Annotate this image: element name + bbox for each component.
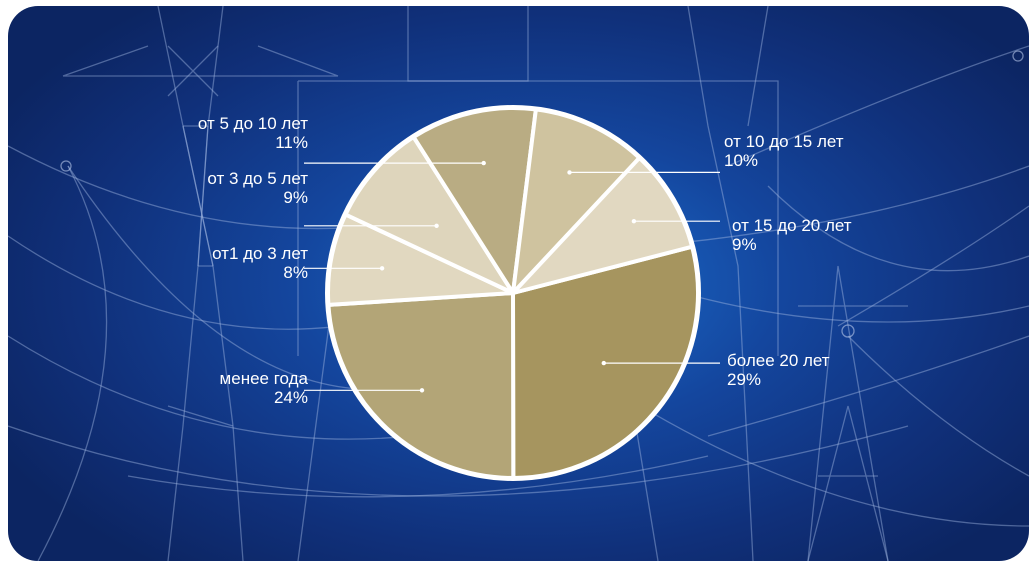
label-under-1: менее года 24% [156, 369, 308, 407]
label-10-15-value: 10% [724, 151, 759, 170]
label-1-3: от1 до 3 лет 8% [156, 244, 308, 282]
label-15-20-value: 9% [732, 235, 757, 254]
label-15-20: от 15 до 20 лет 9% [732, 216, 932, 254]
label-10-15: от 10 до 15 лет 10% [724, 132, 924, 170]
label-5-10-value: 11% [275, 133, 308, 152]
leader-dot [567, 170, 572, 175]
label-10-15-name: от 10 до 15 лет [724, 132, 844, 151]
leader-dot [481, 160, 486, 166]
leader-dot [379, 266, 385, 271]
label-over-20-value: 29% [727, 370, 762, 389]
label-over-20-name: более 20 лет [727, 351, 830, 370]
pie-outline [325, 105, 701, 481]
label-under-1-name: менее года [219, 369, 308, 388]
leader-dot [419, 388, 425, 393]
label-5-10: от 5 до 10 лет 11% [156, 114, 308, 152]
label-over-20: более 20 лет 29% [727, 351, 927, 389]
pie-slice [326, 291, 516, 481]
chart-card: от 5 до 10 лет 11% от 3 до 5 лет 9% от1 … [8, 6, 1029, 561]
label-1-3-value: 8% [283, 263, 308, 282]
leader-dot [434, 223, 439, 228]
label-3-5: от 3 до 5 лет 9% [156, 169, 308, 207]
leader-dot [601, 360, 606, 366]
label-under-1-value: 24% [273, 388, 308, 407]
label-1-3-name: от1 до 3 лет [212, 244, 308, 263]
label-5-10-name: от 5 до 10 лет [197, 114, 308, 133]
label-3-5-name: от 3 до 5 лет [207, 169, 308, 188]
leader-dot [631, 219, 637, 224]
pie-chart [304, 105, 720, 481]
label-15-20-name: от 15 до 20 лет [732, 216, 852, 235]
label-3-5-value: 9% [283, 188, 308, 207]
